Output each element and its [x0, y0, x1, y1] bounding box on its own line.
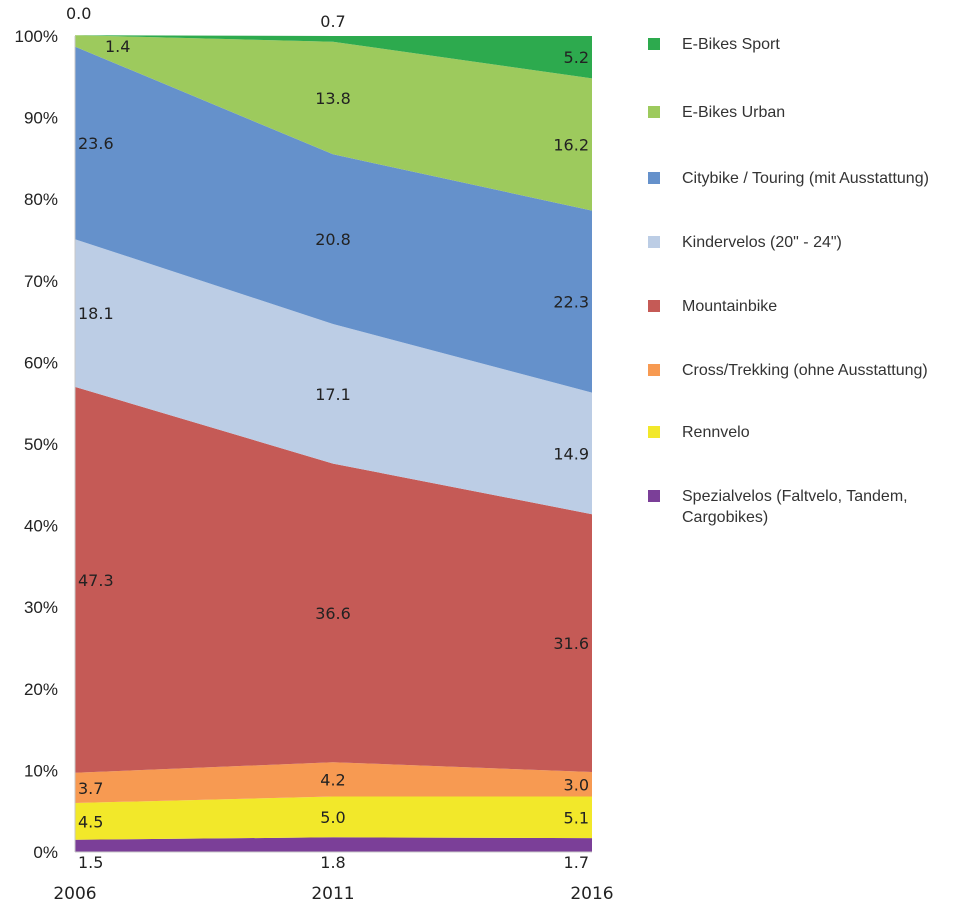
area-3 — [75, 386, 592, 773]
data-label: 13.8 — [315, 89, 351, 108]
data-label: 3.0 — [564, 775, 589, 794]
data-label: 23.6 — [78, 134, 114, 153]
legend-item: Rennvelo — [648, 422, 750, 443]
data-label-layer: 1.5 1.8 1.7 4.5 5.0 5.1 3.7 4.2 3.0 47.3 36.6 31.6 1… — [66, 4, 589, 872]
y-tick-label: 90% — [24, 109, 58, 128]
data-label: 31.6 — [553, 634, 589, 653]
legend-item: Kindervelos (20" - 24") — [648, 232, 842, 253]
x-tick-label: 2006 — [53, 884, 96, 904]
y-tick-label: 0% — [33, 843, 58, 862]
legend-label: E-Bikes Urban — [682, 104, 786, 121]
legend-item: Spezialvelos (Faltvelo, Tandem, Cargobik… — [648, 486, 942, 528]
data-label: 0.0 — [66, 4, 91, 23]
legend-item: E-Bikes Urban — [648, 102, 785, 123]
data-label: 1.4 — [105, 37, 130, 56]
area-7 — [75, 35, 592, 79]
y-tick-label: 70% — [24, 272, 58, 291]
legend-item: Cross/Trekking (ohne Ausstattung) — [648, 360, 928, 381]
y-tick-label: 30% — [24, 598, 58, 617]
y-tick-label: 80% — [24, 190, 58, 209]
legend-swatch — [648, 300, 660, 312]
data-label: 36.6 — [315, 604, 351, 623]
legend-item: Citybike / Touring (mit Ausstattung) — [648, 168, 929, 189]
x-tick-label: 2016 — [570, 884, 613, 904]
area-2 — [75, 762, 592, 803]
data-label: 3.7 — [78, 779, 103, 798]
y-tick-label: 10% — [24, 761, 58, 780]
axis-layer: 0% 10% 20% 30% 40% 50% 60% 70% 80% 90% 100% 2006 201… — [15, 27, 614, 904]
data-label: 1.7 — [564, 853, 589, 872]
data-label: 22.3 — [553, 293, 589, 312]
legend-swatch — [648, 364, 660, 376]
data-label: 17.1 — [315, 385, 351, 404]
legend-label: E-Bikes Sport — [682, 36, 780, 53]
legend-swatch — [648, 426, 660, 438]
area-6 — [75, 35, 592, 211]
data-label: 18.1 — [78, 304, 114, 323]
y-tick-label: 100% — [15, 27, 58, 46]
data-label: 5.1 — [564, 808, 589, 827]
data-label: 4.2 — [320, 770, 345, 789]
legend-swatch — [648, 490, 660, 502]
legend-swatch — [648, 38, 660, 50]
y-tick-label: 40% — [24, 517, 58, 536]
legend-item: Mountainbike — [648, 296, 777, 317]
legend-label: Kindervelos (20" - 24") — [682, 234, 842, 251]
legend-item: E-Bikes Sport — [648, 34, 780, 55]
data-label: 5.0 — [320, 808, 345, 827]
data-label: 0.7 — [320, 12, 345, 31]
data-label: 20.8 — [315, 230, 351, 249]
data-label: 1.5 — [78, 853, 103, 872]
data-label: 47.3 — [78, 571, 114, 590]
data-label: 14.9 — [553, 444, 589, 463]
y-tick-label: 60% — [24, 353, 58, 372]
area-4 — [75, 239, 592, 515]
legend-label: Rennvelo — [682, 424, 750, 441]
legend-label: Spezialvelos (Faltvelo, Tandem, Cargobik… — [682, 488, 908, 526]
y-tick-label: 50% — [24, 435, 58, 454]
data-label: 16.2 — [553, 136, 589, 155]
legend-label: Mountainbike — [682, 298, 778, 315]
data-label: 1.8 — [320, 853, 345, 872]
legend-swatch — [648, 172, 660, 184]
legend-swatch — [648, 236, 660, 248]
y-tick-label: 20% — [24, 680, 58, 699]
x-tick-label: 2011 — [311, 884, 354, 904]
area-5 — [75, 46, 592, 393]
legend-swatch — [648, 106, 660, 118]
area-0 — [75, 837, 592, 852]
data-label: 4.5 — [78, 812, 103, 831]
area-layer — [75, 35, 592, 852]
data-label: 5.2 — [564, 48, 589, 67]
legend-label: Citybike / Touring (mit Ausstattung) — [682, 170, 929, 187]
area-1 — [75, 796, 592, 840]
legend-label: Cross/Trekking (ohne Ausstattung) — [682, 362, 928, 379]
